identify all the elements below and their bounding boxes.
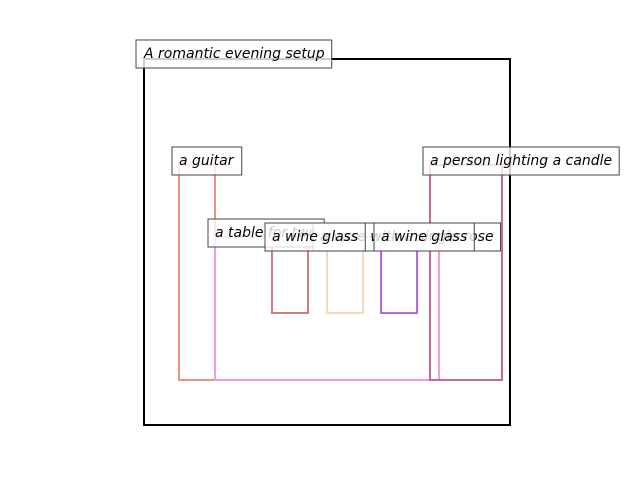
scene-title: A romantic evening setup [143,46,325,62]
object-label: a guitar [179,153,235,169]
person-box [429,164,503,381]
guitar-box [178,164,216,381]
label-background [171,146,243,176]
object-label: a person lighting a candle [430,153,612,169]
object-label: a wine glass [381,229,467,245]
label-background [422,146,620,176]
labels: a table for two a vase with a single ros… [135,39,620,252]
label-background [135,39,333,69]
object-label: a wine glass [272,229,358,245]
label-background [373,222,475,252]
label-background [264,222,366,252]
